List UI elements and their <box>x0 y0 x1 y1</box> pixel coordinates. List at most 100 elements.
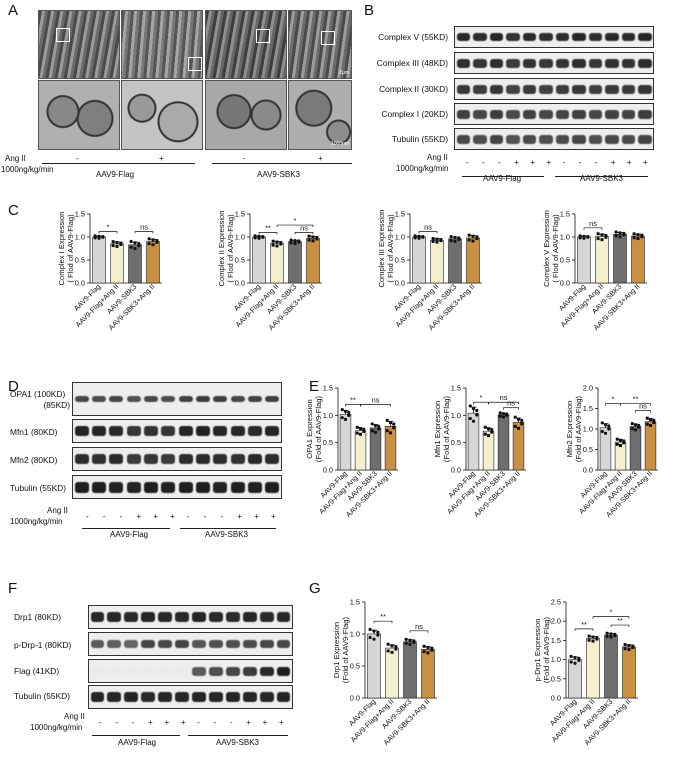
panel-b-group-line <box>462 176 544 177</box>
blot-band <box>276 666 291 676</box>
data-point <box>633 423 638 427</box>
y-axis-label: Mfn1 Expression <box>433 401 442 458</box>
data-point <box>467 233 471 237</box>
data-point <box>630 427 634 431</box>
blot-band <box>74 426 89 436</box>
data-point <box>355 431 359 435</box>
data-point <box>490 430 494 434</box>
blot-band <box>195 454 211 464</box>
significance-label: * <box>107 222 110 231</box>
y-tick-label: 0.0 <box>323 466 333 475</box>
panel-b-group-sbk3: AAV9-SBK3 <box>580 174 623 183</box>
data-point <box>633 428 638 432</box>
y-tick-label: 1.5 <box>560 210 570 219</box>
bar <box>577 236 591 284</box>
blot-band <box>230 481 245 493</box>
blot-band <box>242 692 257 702</box>
data-point <box>649 423 652 427</box>
data-point <box>368 635 372 640</box>
blot-band <box>539 109 553 119</box>
blot-band <box>473 58 487 68</box>
data-point <box>622 439 626 443</box>
data-point <box>505 412 509 416</box>
data-point <box>614 234 618 238</box>
data-point <box>394 647 398 651</box>
data-point <box>340 408 344 412</box>
data-point <box>520 422 524 426</box>
significance-label: * <box>612 395 615 404</box>
blot-band <box>572 58 586 68</box>
data-point <box>449 235 453 239</box>
blot-band <box>572 84 586 94</box>
lane-sign: - <box>131 718 135 727</box>
lane-sign: - <box>115 718 119 727</box>
data-point <box>119 241 123 245</box>
lane-sign: - <box>102 512 106 521</box>
em-image-flag-bottom <box>38 80 120 150</box>
blot-label: Tubulin (55KD) <box>14 691 71 701</box>
data-point <box>390 650 394 654</box>
significance-label: ** <box>350 395 356 404</box>
data-point <box>471 239 475 243</box>
data-point <box>498 411 502 415</box>
blot-label: Complex I (20KD) <box>381 109 448 119</box>
blot-band <box>178 454 193 464</box>
blot-band <box>555 109 569 119</box>
data-point <box>586 234 590 239</box>
data-point <box>577 656 581 660</box>
lane-sign: - <box>86 512 89 521</box>
panel-label-f: F <box>8 580 18 597</box>
blot-band <box>489 33 503 41</box>
y-tick-label: 0.5 <box>323 438 333 447</box>
panel-d-group-line <box>82 528 170 529</box>
blot-band <box>605 84 619 94</box>
blot-band <box>522 33 536 41</box>
y-tick-label: 0.5 <box>235 256 245 265</box>
panel-f-angii-label: Ang II <box>64 712 85 721</box>
em-image-sbk3-bottom <box>205 80 287 150</box>
blot-band <box>126 454 141 464</box>
blot-band <box>638 84 652 94</box>
panel-f-group-sbk3: AAV9-SBK3 <box>216 738 259 747</box>
bar <box>586 638 600 699</box>
blot-strip <box>88 659 293 683</box>
data-point <box>619 438 622 442</box>
data-point <box>483 425 487 429</box>
blot-band <box>489 109 503 119</box>
data-point <box>435 237 439 241</box>
blot-band <box>522 134 536 144</box>
data-point <box>645 422 649 426</box>
blot-band <box>572 134 586 144</box>
data-point <box>289 241 293 245</box>
lane-sign: + <box>271 512 276 521</box>
data-point <box>618 235 622 239</box>
panel-a-angii-label: Ang II <box>5 154 26 163</box>
panel-a-sign: + <box>318 154 323 163</box>
data-point <box>426 645 430 649</box>
data-point <box>609 632 613 636</box>
y-tick-label: 1.0 <box>75 233 85 242</box>
lane-sign: - <box>594 158 598 167</box>
bar <box>354 430 367 471</box>
y-tick-label: 0.0 <box>75 279 85 288</box>
data-point <box>340 416 344 420</box>
blot-band <box>572 33 586 41</box>
blot-band <box>265 396 280 402</box>
bar <box>403 641 417 699</box>
y-tick-label: 0.5 <box>583 445 593 454</box>
lane-sign: + <box>180 718 186 727</box>
blot-strip <box>454 52 654 74</box>
lane-sign: - <box>99 718 102 727</box>
bar <box>629 426 642 471</box>
data-point <box>623 647 627 651</box>
blot-band <box>621 134 635 144</box>
blot-band <box>230 426 245 436</box>
data-point <box>467 238 471 242</box>
lane-sign: + <box>546 158 552 167</box>
bar <box>622 646 636 699</box>
significance-label: ** <box>581 620 587 629</box>
blot-label: p-Drp-1 (80KD) <box>14 640 72 650</box>
y-tick-label: 1.0 <box>235 233 245 242</box>
data-point <box>645 416 649 420</box>
data-point <box>257 236 261 240</box>
